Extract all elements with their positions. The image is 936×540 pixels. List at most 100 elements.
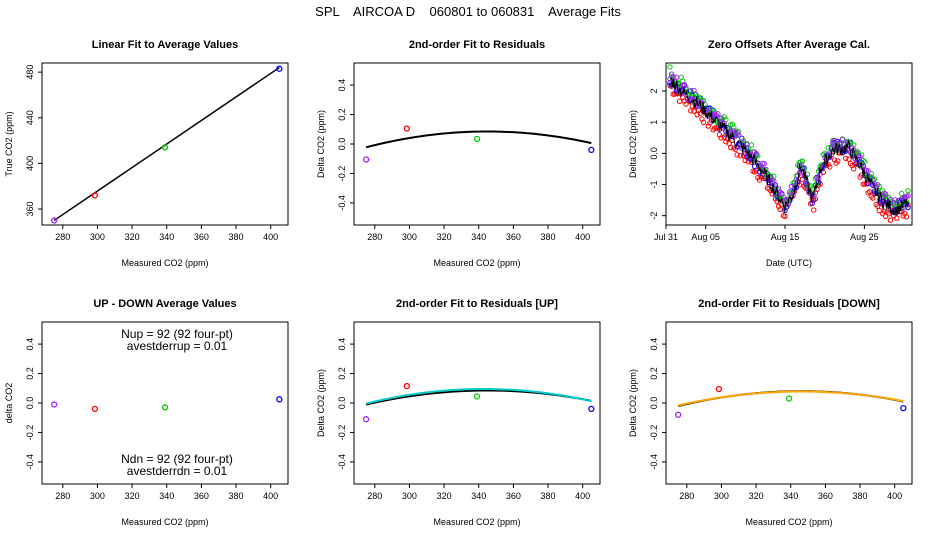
x-tick-label: 340 <box>471 232 486 242</box>
series-point <box>691 87 697 94</box>
x-tick-label: 320 <box>125 491 140 501</box>
series-point <box>839 136 846 143</box>
data-point <box>473 393 481 400</box>
y-tick-label: -2 <box>649 212 659 220</box>
y-tick-label: -1 <box>649 180 659 188</box>
chart-title: 2nd-order Fit to Residuals <box>409 39 545 51</box>
series-point <box>721 114 727 120</box>
y-tick-label: 360 <box>25 202 35 217</box>
y-tick-label: -0.4 <box>649 454 659 470</box>
chart-title: Linear Fit to Average Values <box>92 39 239 51</box>
series-point <box>865 168 871 174</box>
y-axis-label: True CO2 (ppm) <box>4 111 14 176</box>
series-point <box>905 193 911 199</box>
x-tick-label: 300 <box>90 491 105 501</box>
x-tick-label: 360 <box>818 491 833 501</box>
y-tick-label: 0.2 <box>337 108 347 121</box>
chart-p4: UP - DOWN Average Values 280 300 320 340 360 3… <box>4 298 289 527</box>
x-axis-label: Measured CO2 (ppm) <box>433 258 520 268</box>
y-tick-label: 2 <box>649 89 659 94</box>
chart-title: 2nd-order Fit to Residuals [UP] <box>396 298 558 310</box>
x-axis-label: Measured CO2 (ppm) <box>745 517 832 527</box>
series-point <box>812 189 819 196</box>
x-tick-label: 280 <box>367 232 382 242</box>
x-tick-label: 300 <box>714 491 729 501</box>
data-point <box>362 156 370 163</box>
chart-p1: Linear Fit to Average Values 280 300 320 340… <box>4 39 289 268</box>
data-point <box>161 144 169 151</box>
series-2 <box>667 64 911 212</box>
series-point <box>735 132 742 138</box>
series-point <box>825 145 831 151</box>
series-point <box>881 208 887 214</box>
x-tick-label: 360 <box>194 491 209 501</box>
data-point <box>588 405 595 413</box>
series-point <box>857 154 863 160</box>
series-point <box>811 207 817 213</box>
y-tick-label: 0.0 <box>649 397 659 410</box>
series-0 <box>669 76 909 216</box>
chart-p5: 2nd-order Fit to Residuals [UP] 280 300 320… <box>316 298 601 527</box>
y-axis-label: Delta CO2 (ppm) <box>628 110 638 178</box>
data-point <box>91 405 98 413</box>
plot-frame <box>353 321 601 485</box>
series-point <box>897 197 903 203</box>
y-tick-label: 0.4 <box>649 338 659 351</box>
series-point <box>715 111 721 117</box>
chart-title: UP - DOWN Average Values <box>93 298 236 310</box>
series-point <box>865 180 871 187</box>
x-tick-label: 300 <box>90 232 105 242</box>
series-point <box>673 74 680 81</box>
data-point <box>276 65 283 72</box>
series-point <box>700 119 707 126</box>
x-tick-label: 400 <box>263 232 278 242</box>
y-tick-label: 0.4 <box>337 338 347 351</box>
series-point <box>676 98 683 105</box>
chart-p6: 2nd-order Fit to Residuals [DOWN] 280 300 3… <box>628 298 913 527</box>
x-tick-label: 400 <box>575 232 590 242</box>
series-point <box>879 187 886 194</box>
x-tick-label: 400 <box>887 491 902 501</box>
x-tick-label: 380 <box>853 491 868 501</box>
y-tick-label: -0.2 <box>649 425 659 441</box>
series-point <box>851 142 857 148</box>
series-point <box>782 213 788 220</box>
x-tick-label: 280 <box>55 491 70 501</box>
x-tick-label: 340 <box>471 491 486 501</box>
data-point <box>276 396 283 403</box>
series-point <box>771 173 777 179</box>
series-point <box>731 145 737 151</box>
series-point <box>737 153 743 159</box>
series-point <box>787 188 793 195</box>
series-point <box>870 195 876 201</box>
series-point <box>887 217 894 223</box>
series-point <box>862 181 868 187</box>
plot-frame <box>353 62 601 226</box>
series-point <box>894 215 900 221</box>
data-point <box>403 382 410 390</box>
series-point <box>753 150 759 157</box>
annotation-avestderrdn: avestderrdn = 0.01 <box>127 464 228 478</box>
x-tick-label: 380 <box>541 232 556 242</box>
series-point <box>683 101 689 107</box>
x-tick-label: 340 <box>159 232 174 242</box>
series-point <box>851 166 857 172</box>
series-point <box>886 210 892 217</box>
series-point <box>831 137 838 144</box>
data-point <box>403 125 410 132</box>
series-point <box>827 164 833 170</box>
data-point <box>900 405 907 412</box>
y-tick-label: 0.0 <box>25 397 35 410</box>
x-tick-label: 380 <box>229 232 244 242</box>
x-tick-label: Aug 05 <box>691 232 720 242</box>
data-point <box>362 416 370 423</box>
series-point <box>876 183 882 190</box>
x-tick-label: 380 <box>229 491 244 501</box>
annotation-nup: Nup = 92 (92 four-pt) <box>121 327 233 341</box>
x-axis-label: Measured CO2 (ppm) <box>121 258 208 268</box>
data-point <box>161 404 169 411</box>
series-point <box>788 183 795 190</box>
x-tick-label: 320 <box>437 491 452 501</box>
series-point <box>740 137 747 144</box>
x-axis-label: Measured CO2 (ppm) <box>433 517 520 527</box>
